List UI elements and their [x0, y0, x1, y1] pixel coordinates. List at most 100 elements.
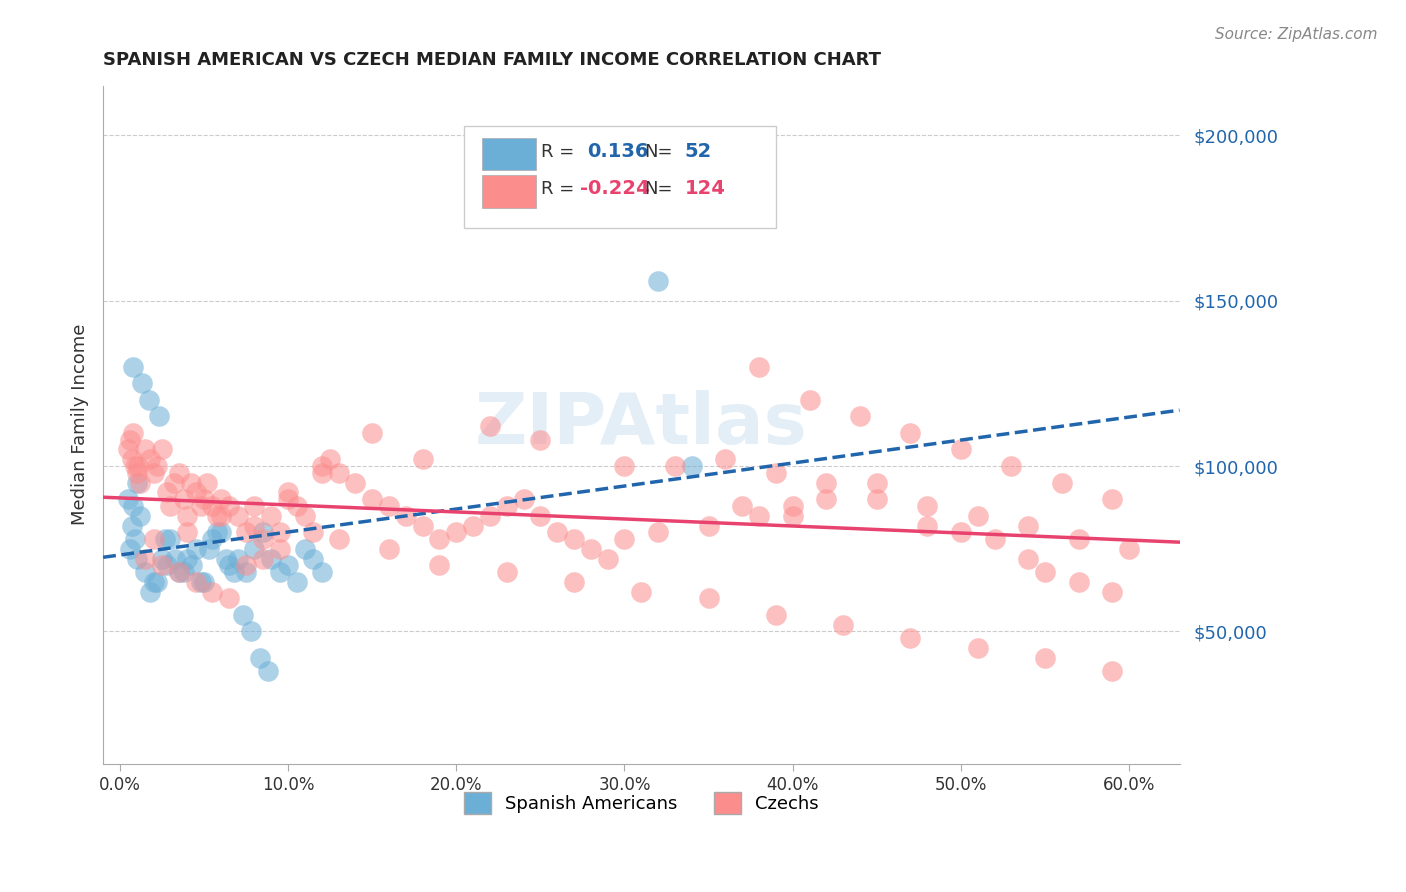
Point	[866, 492, 889, 507]
Point	[849, 409, 872, 424]
Point	[209, 492, 232, 507]
Text: -0.224: -0.224	[579, 179, 650, 198]
Point	[235, 525, 257, 540]
Point	[167, 565, 190, 579]
Point	[118, 541, 141, 556]
Point	[224, 565, 246, 579]
Point	[142, 466, 165, 480]
Point	[1067, 574, 1090, 589]
Text: R =: R =	[541, 179, 575, 198]
Point	[139, 584, 162, 599]
Point	[832, 618, 855, 632]
Text: 0.136: 0.136	[588, 143, 650, 161]
Point	[193, 574, 215, 589]
Point	[163, 475, 186, 490]
Text: R =: R =	[541, 143, 575, 161]
Point	[1017, 518, 1039, 533]
Point	[201, 499, 224, 513]
Point	[495, 565, 517, 579]
Point	[319, 452, 342, 467]
Point	[226, 551, 249, 566]
Point	[252, 525, 274, 540]
Point	[915, 499, 938, 513]
Point	[209, 508, 232, 523]
Point	[1050, 475, 1073, 490]
Point	[285, 499, 308, 513]
Point	[127, 458, 149, 473]
Point	[361, 425, 384, 440]
Point	[243, 541, 266, 556]
Point	[198, 541, 221, 556]
Point	[269, 541, 291, 556]
Point	[866, 475, 889, 490]
Point	[260, 508, 283, 523]
Point	[395, 508, 418, 523]
Point	[150, 442, 173, 457]
Point	[190, 499, 212, 513]
Point	[121, 518, 143, 533]
Point	[176, 525, 198, 540]
Point	[249, 651, 271, 665]
Point	[294, 508, 316, 523]
Point	[184, 574, 207, 589]
Point	[131, 376, 153, 391]
Point	[731, 499, 754, 513]
Point	[125, 475, 148, 490]
Point	[782, 499, 804, 513]
Point	[966, 640, 988, 655]
Point	[124, 532, 146, 546]
Point	[201, 532, 224, 546]
Point	[579, 541, 602, 556]
Point	[1000, 458, 1022, 473]
Point	[613, 458, 636, 473]
Point	[949, 525, 972, 540]
Point	[748, 359, 770, 374]
Point	[260, 551, 283, 566]
Point	[150, 551, 173, 566]
Point	[412, 452, 434, 467]
Point	[193, 492, 215, 507]
Point	[252, 532, 274, 546]
Point	[181, 558, 204, 573]
Point	[207, 525, 229, 540]
Point	[146, 574, 169, 589]
Point	[302, 551, 325, 566]
Point	[815, 492, 838, 507]
Point	[1101, 664, 1123, 678]
Point	[1118, 541, 1140, 556]
Point	[134, 565, 156, 579]
FancyBboxPatch shape	[482, 175, 536, 208]
Point	[209, 525, 232, 540]
Point	[1033, 565, 1056, 579]
Point	[478, 419, 501, 434]
Point	[478, 508, 501, 523]
Point	[1017, 551, 1039, 566]
Point	[176, 508, 198, 523]
Point	[512, 492, 534, 507]
Point	[235, 565, 257, 579]
Point	[285, 574, 308, 589]
Point	[257, 664, 280, 678]
Point	[180, 475, 202, 490]
Point	[681, 458, 703, 473]
Point	[664, 458, 686, 473]
Point	[117, 492, 139, 507]
Point	[311, 458, 333, 473]
Point	[118, 433, 141, 447]
Point	[361, 492, 384, 507]
Point	[134, 551, 156, 566]
Point	[235, 558, 257, 573]
Point	[1067, 532, 1090, 546]
Point	[983, 532, 1005, 546]
Point	[218, 499, 240, 513]
Point	[562, 532, 585, 546]
Point	[201, 584, 224, 599]
Point	[966, 508, 988, 523]
Point	[596, 551, 619, 566]
Point	[184, 541, 207, 556]
Point	[156, 558, 179, 573]
Point	[446, 525, 468, 540]
Legend: Spanish Americans, Czechs: Spanish Americans, Czechs	[454, 782, 828, 822]
Point	[765, 607, 787, 622]
Point	[226, 508, 249, 523]
